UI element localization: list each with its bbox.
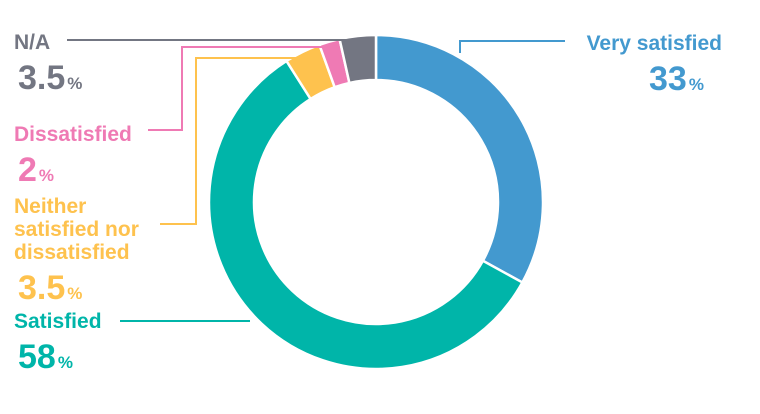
label-neither-satisfied-nor-dissatisfied-line-1: Neither (14, 195, 86, 218)
slice-satisfied (207, 59, 525, 371)
leader-line-neither-satisfied-nor-dissatisfied (160, 57, 310, 225)
label-neither-satisfied-nor-dissatisfied-line-2: satisfied nor (14, 218, 139, 241)
slice-labels: Very satisfied 33 % Satisfied 58 % Neithersati… (14, 31, 722, 376)
label-neither-satisfied-nor-dissatisfied-line-3: dissatisfied (14, 241, 130, 264)
value-satisfied: 58% (18, 338, 73, 376)
label-dissatisfied: Dissatisfied (14, 123, 132, 146)
label-very-satisfied: Very satisfied (587, 32, 722, 55)
value-neither-satisfied-nor-dissatisfied: 3.5% (18, 269, 82, 307)
value-very-satisfied: 33% (649, 60, 704, 98)
label-satisfied: Satisfied (14, 310, 102, 333)
donut-slices (207, 33, 545, 371)
leader-lines (67, 39, 565, 322)
value-n-a: 3.5% (18, 59, 82, 97)
leader-line-dissatisfied (148, 46, 330, 131)
slice-very-satisfied (374, 33, 545, 285)
value-dissatisfied: 2% (18, 151, 54, 189)
leader-line-very-satisfied (459, 40, 565, 53)
slice-n-a (338, 33, 378, 85)
label-n-a: N/A (14, 31, 50, 54)
